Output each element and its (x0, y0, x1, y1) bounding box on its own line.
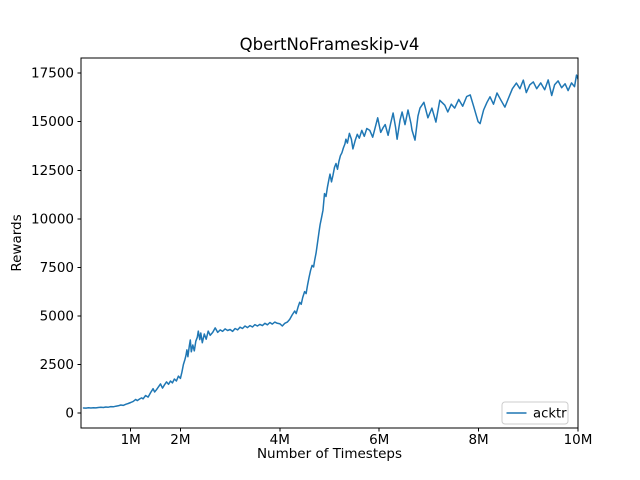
x-tick-label: 10M (564, 432, 593, 448)
y-tick-label: 17500 (31, 66, 74, 82)
reward-line-acktr (82, 74, 578, 409)
y-tick-label: 15000 (31, 114, 74, 130)
x-tick-label: 6M (369, 432, 389, 448)
axis-ticks: 1M 2M 4M 6M 8M 10M 0 2500 5000 7500 10000 12500 1500… (31, 66, 592, 448)
y-tick-label: 2500 (40, 357, 74, 373)
x-tick-label: 1M (121, 432, 141, 448)
y-tick-label: 10000 (31, 211, 74, 227)
legend: acktr (501, 401, 569, 425)
x-tick-label: 8M (468, 432, 488, 448)
y-tick-label: 12500 (31, 163, 74, 179)
y-tick-label: 7500 (40, 260, 74, 276)
y-axis-label: Rewards (9, 214, 25, 271)
x-axis-label: Number of Timesteps (257, 446, 402, 462)
chart-title: QbertNoFrameskip-v4 (240, 35, 420, 54)
x-tick-label: 2M (170, 432, 190, 448)
y-tick-label: 0 (65, 406, 74, 422)
x-tick-label: 4M (270, 432, 290, 448)
plot-spines (80, 57, 579, 429)
y-tick-label: 5000 (40, 308, 74, 324)
legend-label-acktr: acktr (533, 407, 567, 422)
legend-box (501, 401, 569, 425)
